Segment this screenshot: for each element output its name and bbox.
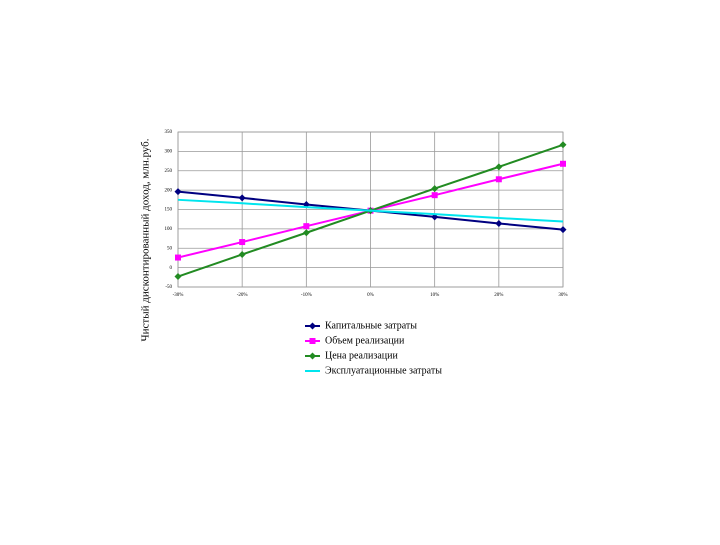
- marker: [309, 352, 316, 360]
- legend-label: Объем реализации: [325, 335, 405, 346]
- marker: [309, 322, 316, 330]
- marker: [303, 223, 310, 230]
- y-tick-label: 50: [167, 246, 173, 251]
- marker: [559, 226, 567, 234]
- marker: [174, 273, 182, 281]
- x-tick-label: 0%: [367, 293, 374, 298]
- y-tick-label: 100: [165, 227, 173, 232]
- x-tick-label: -10%: [301, 293, 312, 298]
- marker: [238, 194, 246, 202]
- marker: [239, 239, 246, 246]
- y-tick-label: 350: [165, 130, 173, 135]
- marker: [174, 188, 182, 196]
- marker: [431, 192, 438, 199]
- x-tick-label: 10%: [430, 293, 439, 298]
- legend-label: Капитальные затраты: [325, 320, 417, 331]
- marker: [495, 219, 503, 227]
- marker: [175, 254, 181, 261]
- marker: [495, 176, 502, 183]
- marker: [302, 229, 310, 237]
- plot-border: [177, 131, 564, 288]
- marker: [309, 338, 316, 344]
- marker: [495, 163, 503, 171]
- y-tick-label: 300: [165, 150, 173, 155]
- x-tick-label: 30%: [558, 293, 567, 298]
- x-tick-label: 20%: [494, 293, 503, 298]
- x-tick-label: -30%: [173, 293, 184, 298]
- legend-label: Цена реализации: [325, 350, 398, 361]
- marker: [559, 141, 567, 149]
- series-line: [177, 198, 564, 223]
- y-tick-label: 0: [170, 266, 173, 271]
- y-tick-label: -50: [165, 285, 172, 290]
- marker: [431, 185, 439, 193]
- legend-label: Эксплуатационные затраты: [325, 365, 442, 376]
- marker: [238, 250, 246, 258]
- x-tick-label: -20%: [237, 293, 248, 298]
- marker: [560, 160, 566, 167]
- y-tick-label: 150: [165, 208, 173, 213]
- y-tick-label: 200: [165, 188, 173, 193]
- y-axis-label: Чистый дисконтированный доход, млн.руб.: [140, 138, 152, 341]
- y-tick-label: 250: [165, 169, 173, 174]
